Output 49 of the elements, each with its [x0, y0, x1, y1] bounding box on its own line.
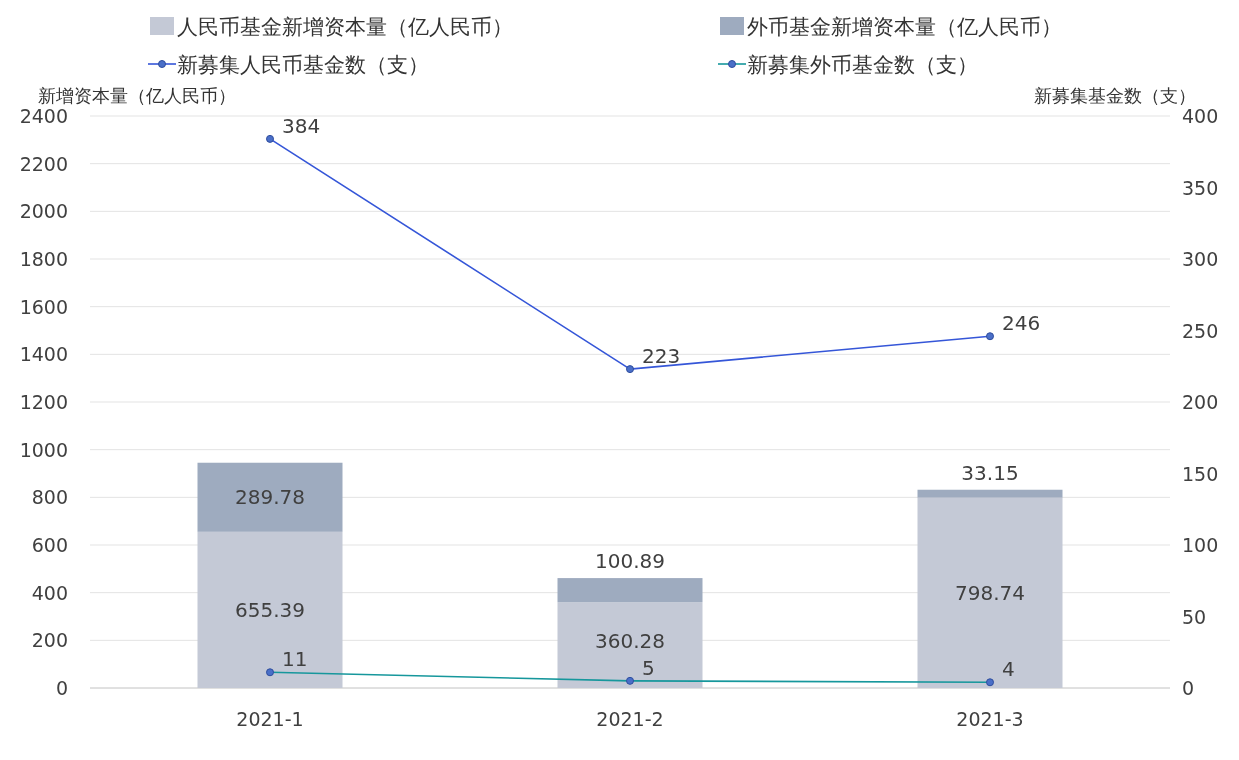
y-tick-label: 1000 — [19, 438, 68, 461]
x-tick-label: 2021-1 — [236, 708, 304, 730]
data-label: 223 — [642, 344, 681, 369]
y2-tick-label: 400 — [1182, 105, 1219, 127]
y-tick-label: 2200 — [19, 152, 68, 175]
y-tick-label: 2400 — [19, 105, 68, 127]
point — [986, 332, 994, 341]
legend-label: 新募集人民币基金数（支） — [177, 53, 429, 77]
data-label: 246 — [1002, 311, 1041, 336]
legend-label: 新募集外币基金数（支） — [747, 53, 978, 77]
y-tick-label: 1600 — [19, 295, 68, 318]
y2-tick-label: 150 — [1182, 462, 1219, 485]
y-tick-label: 2000 — [19, 200, 68, 223]
y-tick-label: 1200 — [19, 391, 68, 413]
y-tick-label: 400 — [31, 581, 68, 604]
y2-axis-title: 新募集基金数（支） — [1034, 85, 1196, 106]
y-tick-label: 0 — [55, 677, 68, 699]
y2-tick-label: 200 — [1182, 391, 1219, 413]
y2-tick-label: 350 — [1182, 176, 1219, 199]
x-tick-label: 2021-2 — [596, 708, 664, 730]
x-tick-label: 2021-3 — [956, 708, 1024, 730]
y-tick-label: 1400 — [19, 343, 68, 366]
data-label: 5 — [642, 655, 655, 680]
data-label: 798.74 — [955, 580, 1025, 605]
新募集人民币基金数（支）: 384 223 246 — [266, 113, 1041, 374]
y-tick-label: 600 — [31, 534, 68, 556]
data-label: 655.39 — [235, 597, 305, 622]
y2-tick-label: 250 — [1182, 319, 1219, 342]
y2-tick-label: 300 — [1182, 248, 1219, 270]
y-tick-label: 800 — [31, 486, 68, 509]
point — [266, 134, 274, 143]
data-label: 4 — [1002, 657, 1015, 682]
bar — [197, 462, 343, 532]
y-axis-title: 新增资本量（亿人民币） — [38, 85, 236, 106]
y2-tick-label: 50 — [1182, 605, 1207, 628]
data-label: 11 — [282, 647, 308, 672]
point — [626, 365, 634, 374]
y2-tick-label: 100 — [1182, 534, 1219, 556]
bar — [917, 489, 1063, 498]
y2-tick-label: 0 — [1182, 677, 1195, 699]
y-tick-label: 200 — [31, 629, 68, 652]
bar — [557, 578, 703, 603]
legend-label: 人民币基金新增资本量（亿人民币） — [177, 15, 513, 39]
y-tick-label: 1800 — [19, 248, 68, 270]
data-label: 289.78 — [235, 485, 305, 510]
data-label: 33.15 — [961, 460, 1019, 485]
legend-label: 外币基金新增资本量（亿人民币） — [747, 15, 1062, 39]
data-label: 384 — [282, 113, 321, 138]
data-label: 100.89 — [595, 549, 665, 574]
